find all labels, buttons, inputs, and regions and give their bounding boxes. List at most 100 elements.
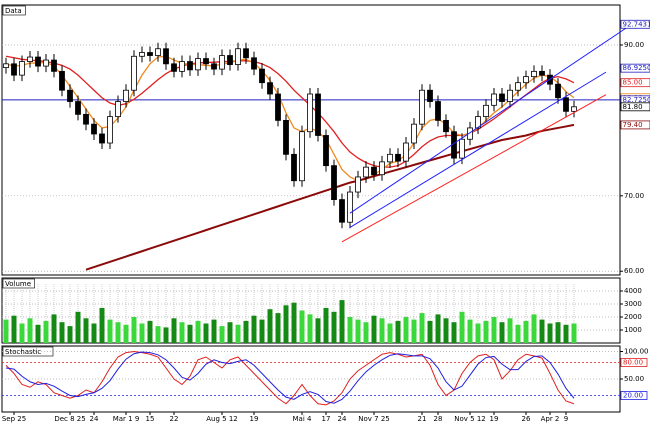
- price-tag-box: [620, 63, 650, 73]
- x-tick-label: Dec 8 25: [54, 415, 85, 423]
- x-tick-label: 21: [418, 415, 427, 423]
- panel-title: Data: [5, 7, 22, 15]
- candle-body: [299, 131, 305, 182]
- candle-body: [219, 55, 225, 70]
- x-tick-label: 15: [146, 415, 155, 423]
- x-tick-label: Nov 7 25: [358, 415, 389, 423]
- candle-body: [139, 52, 145, 57]
- candle-body: [387, 153, 393, 163]
- candle-body: [435, 101, 441, 121]
- volume-bar: [283, 305, 289, 343]
- trend-line: [349, 19, 639, 214]
- volume-bar: [91, 323, 97, 343]
- candle-body: [107, 116, 113, 144]
- candle-body: [171, 63, 177, 72]
- candle-body: [35, 56, 41, 67]
- volume-bar: [395, 320, 401, 343]
- x-tick-label: 17: [322, 415, 331, 423]
- x-tick-label: Aug 5 12: [206, 415, 237, 423]
- candle-body: [443, 119, 449, 133]
- volume-bar: [67, 326, 73, 343]
- candle-body: [195, 58, 201, 71]
- x-tick-label: 24: [338, 415, 347, 423]
- volume-bar: [115, 322, 121, 343]
- candle-body: [131, 55, 137, 91]
- volume-bar: [363, 322, 369, 343]
- candle-body: [147, 52, 153, 56]
- price-tag: 86.9250: [623, 64, 650, 72]
- volume-bar: [99, 307, 105, 343]
- candle-body: [371, 166, 377, 176]
- y-tick-label: 4000: [624, 287, 642, 295]
- x-tick-label: Apr 2: [541, 415, 560, 423]
- price-tag-box: [620, 19, 650, 29]
- candle-body: [363, 166, 369, 178]
- candle-body: [283, 119, 289, 155]
- candle-body: [187, 61, 193, 71]
- candle-body: [347, 191, 353, 223]
- level-box: [620, 391, 648, 400]
- candle-body: [355, 176, 361, 193]
- volume-bar: [155, 326, 161, 343]
- candle-body: [499, 93, 505, 102]
- candle-body: [91, 123, 97, 135]
- volume-bar: [531, 314, 537, 343]
- volume-bar: [315, 318, 321, 343]
- volume-bar: [19, 323, 25, 343]
- volume-bar: [251, 315, 257, 343]
- x-tick-label: 24: [90, 415, 99, 423]
- volume-bar: [123, 324, 129, 343]
- candle-body: [379, 161, 385, 176]
- x-tick-label: 26: [522, 415, 531, 423]
- level-box: [620, 358, 648, 367]
- candle-body: [315, 93, 321, 136]
- plot: [2, 42, 620, 271]
- stochastic-line: [5, 351, 575, 404]
- volume-bar: [299, 310, 305, 343]
- volume-bar: [219, 326, 225, 343]
- candle-body: [51, 59, 57, 72]
- x-tick-label: Mar 1 9: [113, 415, 140, 423]
- y-tick-label: 60.00: [624, 267, 644, 275]
- volume-bar: [563, 324, 569, 343]
- panel-title-box: [2, 278, 35, 289]
- volume-bar: [11, 315, 17, 343]
- volume-bar: [443, 318, 449, 343]
- volume-bar: [379, 318, 385, 343]
- volume-bar: [475, 323, 481, 343]
- volume-bar: [331, 311, 337, 343]
- price-tag: 92.7431: [623, 20, 650, 28]
- volume-bar: [387, 323, 393, 343]
- y-tick-label: 3000: [624, 300, 642, 308]
- candle-body: [211, 63, 217, 70]
- volume-bar: [307, 314, 313, 343]
- volume-bar: [163, 327, 169, 343]
- candle-body: [43, 59, 49, 67]
- candle-body: [99, 133, 105, 144]
- moving-average: [5, 55, 575, 168]
- price-tag: 79.40: [623, 121, 643, 129]
- x-tick-label: Nov 5 12: [454, 415, 485, 423]
- volume-bar: [491, 317, 497, 343]
- volume-bar: [83, 318, 89, 343]
- candle-body: [259, 68, 265, 84]
- volume-bar: [499, 322, 505, 343]
- volume-bar: [243, 320, 249, 343]
- candle-body: [323, 135, 329, 167]
- x-tick-label: 9: [564, 415, 568, 423]
- volume-bar: [107, 319, 113, 343]
- volume-bar: [571, 323, 577, 343]
- x-tick-label: 28: [434, 415, 443, 423]
- y-tick-label: 2000: [624, 313, 642, 321]
- candle-body: [155, 48, 161, 56]
- candle-body: [267, 82, 273, 95]
- candle-body: [459, 138, 465, 159]
- candle-body: [331, 165, 337, 200]
- volume-bar: [411, 319, 417, 343]
- moving-average: [85, 123, 575, 271]
- volume-bar: [59, 322, 65, 343]
- volume-bar: [3, 319, 9, 343]
- candle-body: [491, 93, 497, 106]
- price-tag: 85.00: [623, 79, 643, 87]
